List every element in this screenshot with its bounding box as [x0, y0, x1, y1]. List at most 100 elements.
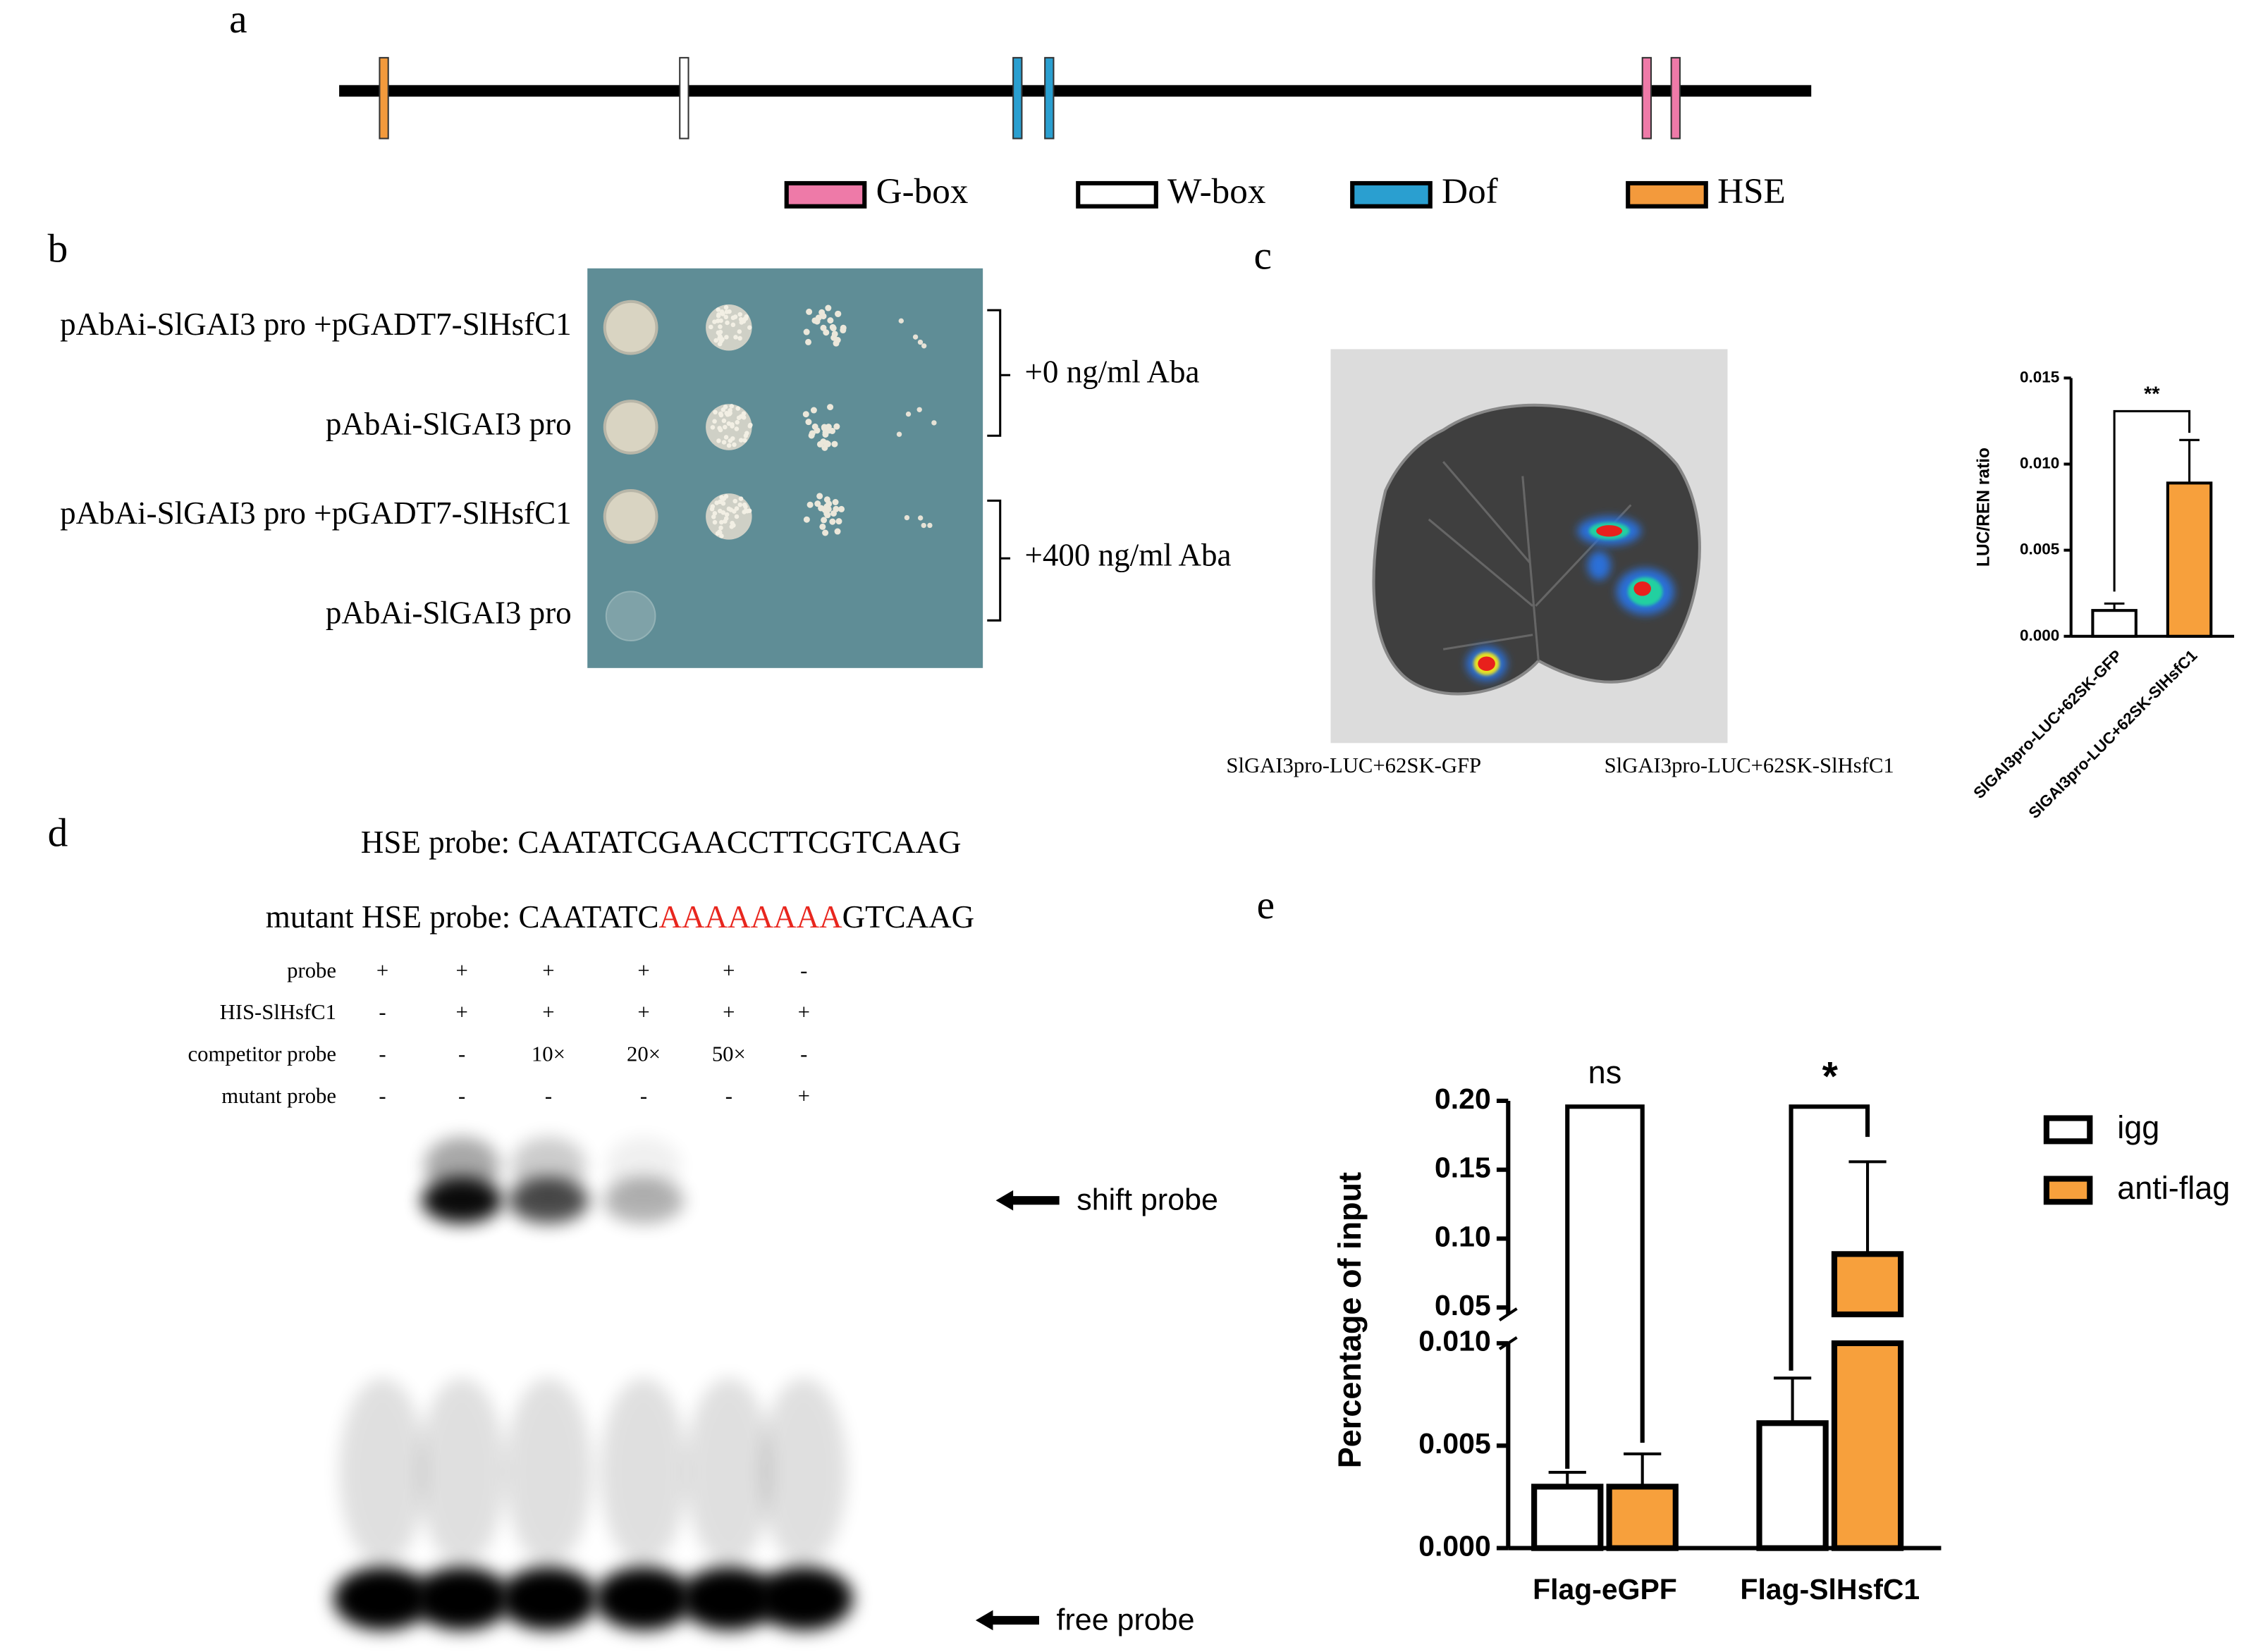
- shift-smear: [510, 1137, 587, 1195]
- yeast-colony: [737, 335, 742, 341]
- yeast-colony: [726, 443, 732, 448]
- free-smear: [339, 1378, 426, 1566]
- yeast-colony: [738, 438, 744, 443]
- legend-swatch: [2043, 1115, 2093, 1145]
- shift-smear: [606, 1137, 682, 1195]
- x-tick-label: SlGAI3pro-LUC+62SK-SlHsfC1: [2025, 646, 2201, 822]
- condition-cell: -: [379, 1000, 386, 1024]
- arrow-label: shift probe: [1077, 1183, 1218, 1217]
- condition-cell: +: [376, 958, 388, 982]
- yeast-colony: [726, 506, 732, 512]
- legend-label: HSE: [1717, 171, 1786, 211]
- yeast-colony: [815, 314, 822, 321]
- leaf: [1372, 403, 1701, 696]
- yeast-colony: [723, 404, 728, 409]
- error-bar: [1848, 1160, 1887, 1255]
- condition-cell: -: [545, 1084, 552, 1108]
- yeast-colony: [833, 423, 840, 430]
- yeast-colony: [805, 419, 812, 426]
- yeast-colony: [904, 514, 910, 521]
- yeast-colony: [838, 505, 845, 512]
- yeast-colony: [814, 427, 821, 434]
- yeast-colony: [742, 438, 747, 443]
- yeast-colony: [917, 515, 924, 521]
- yeast-colony: [821, 517, 828, 524]
- yeast-colony: [730, 520, 735, 526]
- yeast-colony: [744, 314, 749, 319]
- legend-swatch: [1626, 180, 1708, 209]
- luminescence: [1596, 525, 1623, 537]
- yeast-colony: [917, 339, 924, 345]
- free-band: [333, 1567, 432, 1631]
- yeast-colony: [730, 436, 735, 441]
- condition-name: probe: [287, 958, 336, 982]
- yeast-colony: [825, 304, 832, 312]
- condition-cell: +: [542, 958, 554, 982]
- condition-cell: +: [455, 958, 467, 982]
- free-band: [499, 1567, 598, 1631]
- condition-cell: +: [637, 1000, 649, 1024]
- bracket: [987, 499, 1011, 622]
- condition-cell: +: [798, 1000, 810, 1024]
- yeast-colony: [723, 435, 729, 440]
- yeast-colony: [832, 498, 839, 506]
- yeast-colony: [710, 425, 716, 430]
- arrow: [995, 1190, 1060, 1211]
- x-tick-label: SlGAI3pro-LUC+62SK-GFP: [1970, 646, 2126, 802]
- yeast-colony: [712, 519, 718, 525]
- yeast-colony: [713, 409, 718, 415]
- bar: [2166, 481, 2213, 638]
- element-marker: [679, 56, 689, 140]
- yeast-colony: [825, 505, 832, 512]
- yeast-colony: [719, 534, 724, 538]
- yeast-colony: [827, 404, 834, 411]
- yeast-colony: [711, 514, 716, 519]
- yeast-colony: [735, 406, 741, 411]
- bar: [1531, 1484, 1604, 1551]
- y-tick-label: 0.000: [2020, 627, 2059, 644]
- yeast-colony: [735, 419, 740, 425]
- legend-swatch: [2043, 1176, 2093, 1205]
- yeast-colony: [713, 338, 718, 343]
- yeast-colony: [734, 514, 740, 519]
- yeast-colony: [822, 529, 829, 536]
- yeast-colony: [734, 426, 740, 431]
- yeast-spot: [603, 488, 658, 544]
- condition-cell: +: [542, 1000, 554, 1024]
- element-marker: [1670, 56, 1681, 140]
- condition-cell: -: [458, 1042, 465, 1066]
- free-band: [754, 1567, 853, 1631]
- yeast-colony: [807, 501, 814, 508]
- yeast-colony: [720, 496, 726, 502]
- yeast-colony: [831, 440, 838, 448]
- significance-bracket: [1565, 1104, 1645, 1469]
- yeast-colony: [803, 328, 810, 335]
- y-tick-label: 0.20: [1435, 1083, 1491, 1115]
- free-smear: [760, 1378, 847, 1566]
- significance-bracket: [2113, 409, 2191, 592]
- panel-label: b: [48, 226, 68, 271]
- probe-sequence: HSE probe: CAATATCGAACCTTCGTCAAG: [361, 825, 962, 860]
- y-tick-label: 0.005: [1418, 1427, 1490, 1460]
- yeast-spot: [605, 591, 656, 641]
- panel-label: a: [229, 0, 247, 42]
- yeast-colony: [724, 512, 730, 517]
- error-bar: [2104, 602, 2125, 611]
- image-caption: SlGAI3pro-LUC+62SK-GFP: [1226, 753, 1481, 777]
- y-tick-label: 0.010: [1418, 1325, 1490, 1357]
- condition-label: +400 ng/ml Aba: [1025, 538, 1232, 573]
- yeast-colony: [840, 327, 847, 334]
- condition-cell: 50×: [712, 1042, 746, 1066]
- row-label: pAbAi-SlGAI3 pro +pGADT7-SlHsfC1: [60, 307, 572, 342]
- luminescence: [1478, 656, 1495, 671]
- yeast-colony: [803, 516, 810, 523]
- yeast-colony: [821, 444, 828, 451]
- condition-cell: -: [458, 1084, 465, 1108]
- image-caption: SlGAI3pro-LUC+62SK-SlHsfC1: [1605, 753, 1894, 777]
- yeast-colony: [805, 338, 812, 345]
- free-smear: [600, 1378, 687, 1566]
- yeast-colony: [727, 412, 732, 417]
- legend-swatch: [1350, 180, 1433, 209]
- significance-bracket: [1789, 1104, 1870, 1371]
- yeast-colony: [710, 504, 716, 509]
